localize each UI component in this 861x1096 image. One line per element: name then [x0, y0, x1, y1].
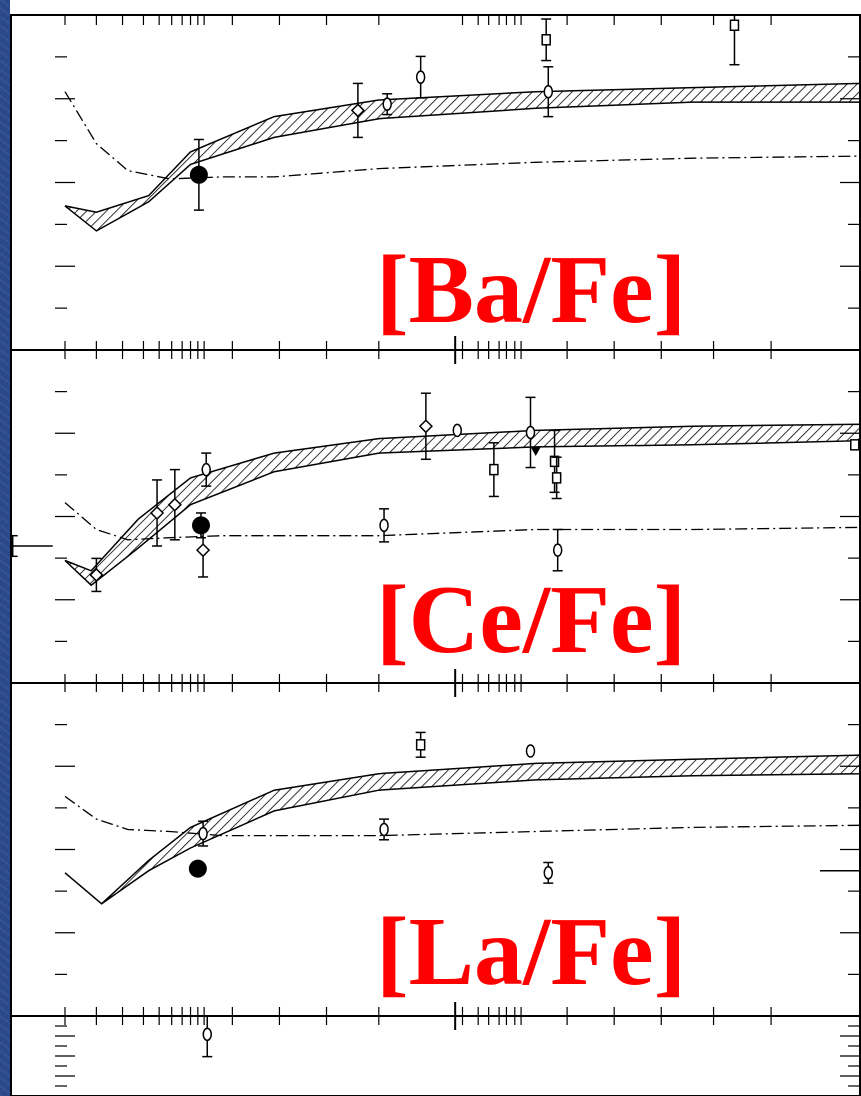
panel-label-la-fe: [La/Fe] — [376, 898, 687, 1006]
data-point-circle — [379, 518, 389, 533]
model-curve-dashdot — [64, 795, 861, 837]
data-point-circle — [543, 84, 554, 99]
data-point-circle — [379, 822, 389, 837]
data-point-square — [551, 472, 562, 484]
data-point-circle — [382, 97, 392, 111]
data-point-square — [549, 455, 560, 468]
model-curve-dashdot — [64, 502, 861, 541]
data-point-diamond — [196, 543, 211, 558]
data-point-diamond — [418, 419, 433, 434]
data-point-square — [415, 739, 426, 751]
data-point-square — [541, 34, 551, 46]
data-point-circle — [415, 70, 426, 84]
panel-label-ba-fe: [Ba/Fe] — [376, 236, 687, 344]
data-point-diamond — [89, 567, 104, 582]
data-point-square — [850, 439, 860, 451]
plot-frame — [10, 14, 861, 1096]
model-band — [64, 423, 861, 587]
data-point-filled — [188, 859, 207, 878]
data-point-circle — [452, 423, 463, 438]
data-point-circle — [525, 425, 536, 440]
panel-3-content — [64, 731, 861, 905]
model-curve-dashdot — [64, 91, 861, 180]
data-point-circle — [198, 826, 208, 841]
data-point-triangle — [530, 447, 541, 457]
data-point-circle — [201, 462, 211, 477]
panel-1-content — [64, 15, 861, 232]
data-point-filled — [191, 516, 210, 535]
data-point-diamond — [167, 497, 182, 512]
data-point-diamond — [350, 103, 365, 118]
data-point-circle — [543, 866, 554, 880]
model-band — [64, 82, 861, 232]
data-point-filled — [189, 165, 208, 184]
data-point-circle — [202, 1027, 213, 1042]
data-point-square — [489, 463, 499, 476]
panel-4-content — [202, 1016, 213, 1058]
data-point-circle — [525, 744, 536, 758]
data-point-diamond — [149, 505, 165, 521]
plot-area — [10, 0, 861, 1096]
data-point-square — [729, 19, 740, 32]
abundance-chart — [10, 0, 861, 1096]
panel-2-content — [10, 392, 861, 593]
data-point-circle — [552, 543, 563, 557]
panel-label-ce-fe: [Ce/Fe] — [376, 566, 687, 674]
